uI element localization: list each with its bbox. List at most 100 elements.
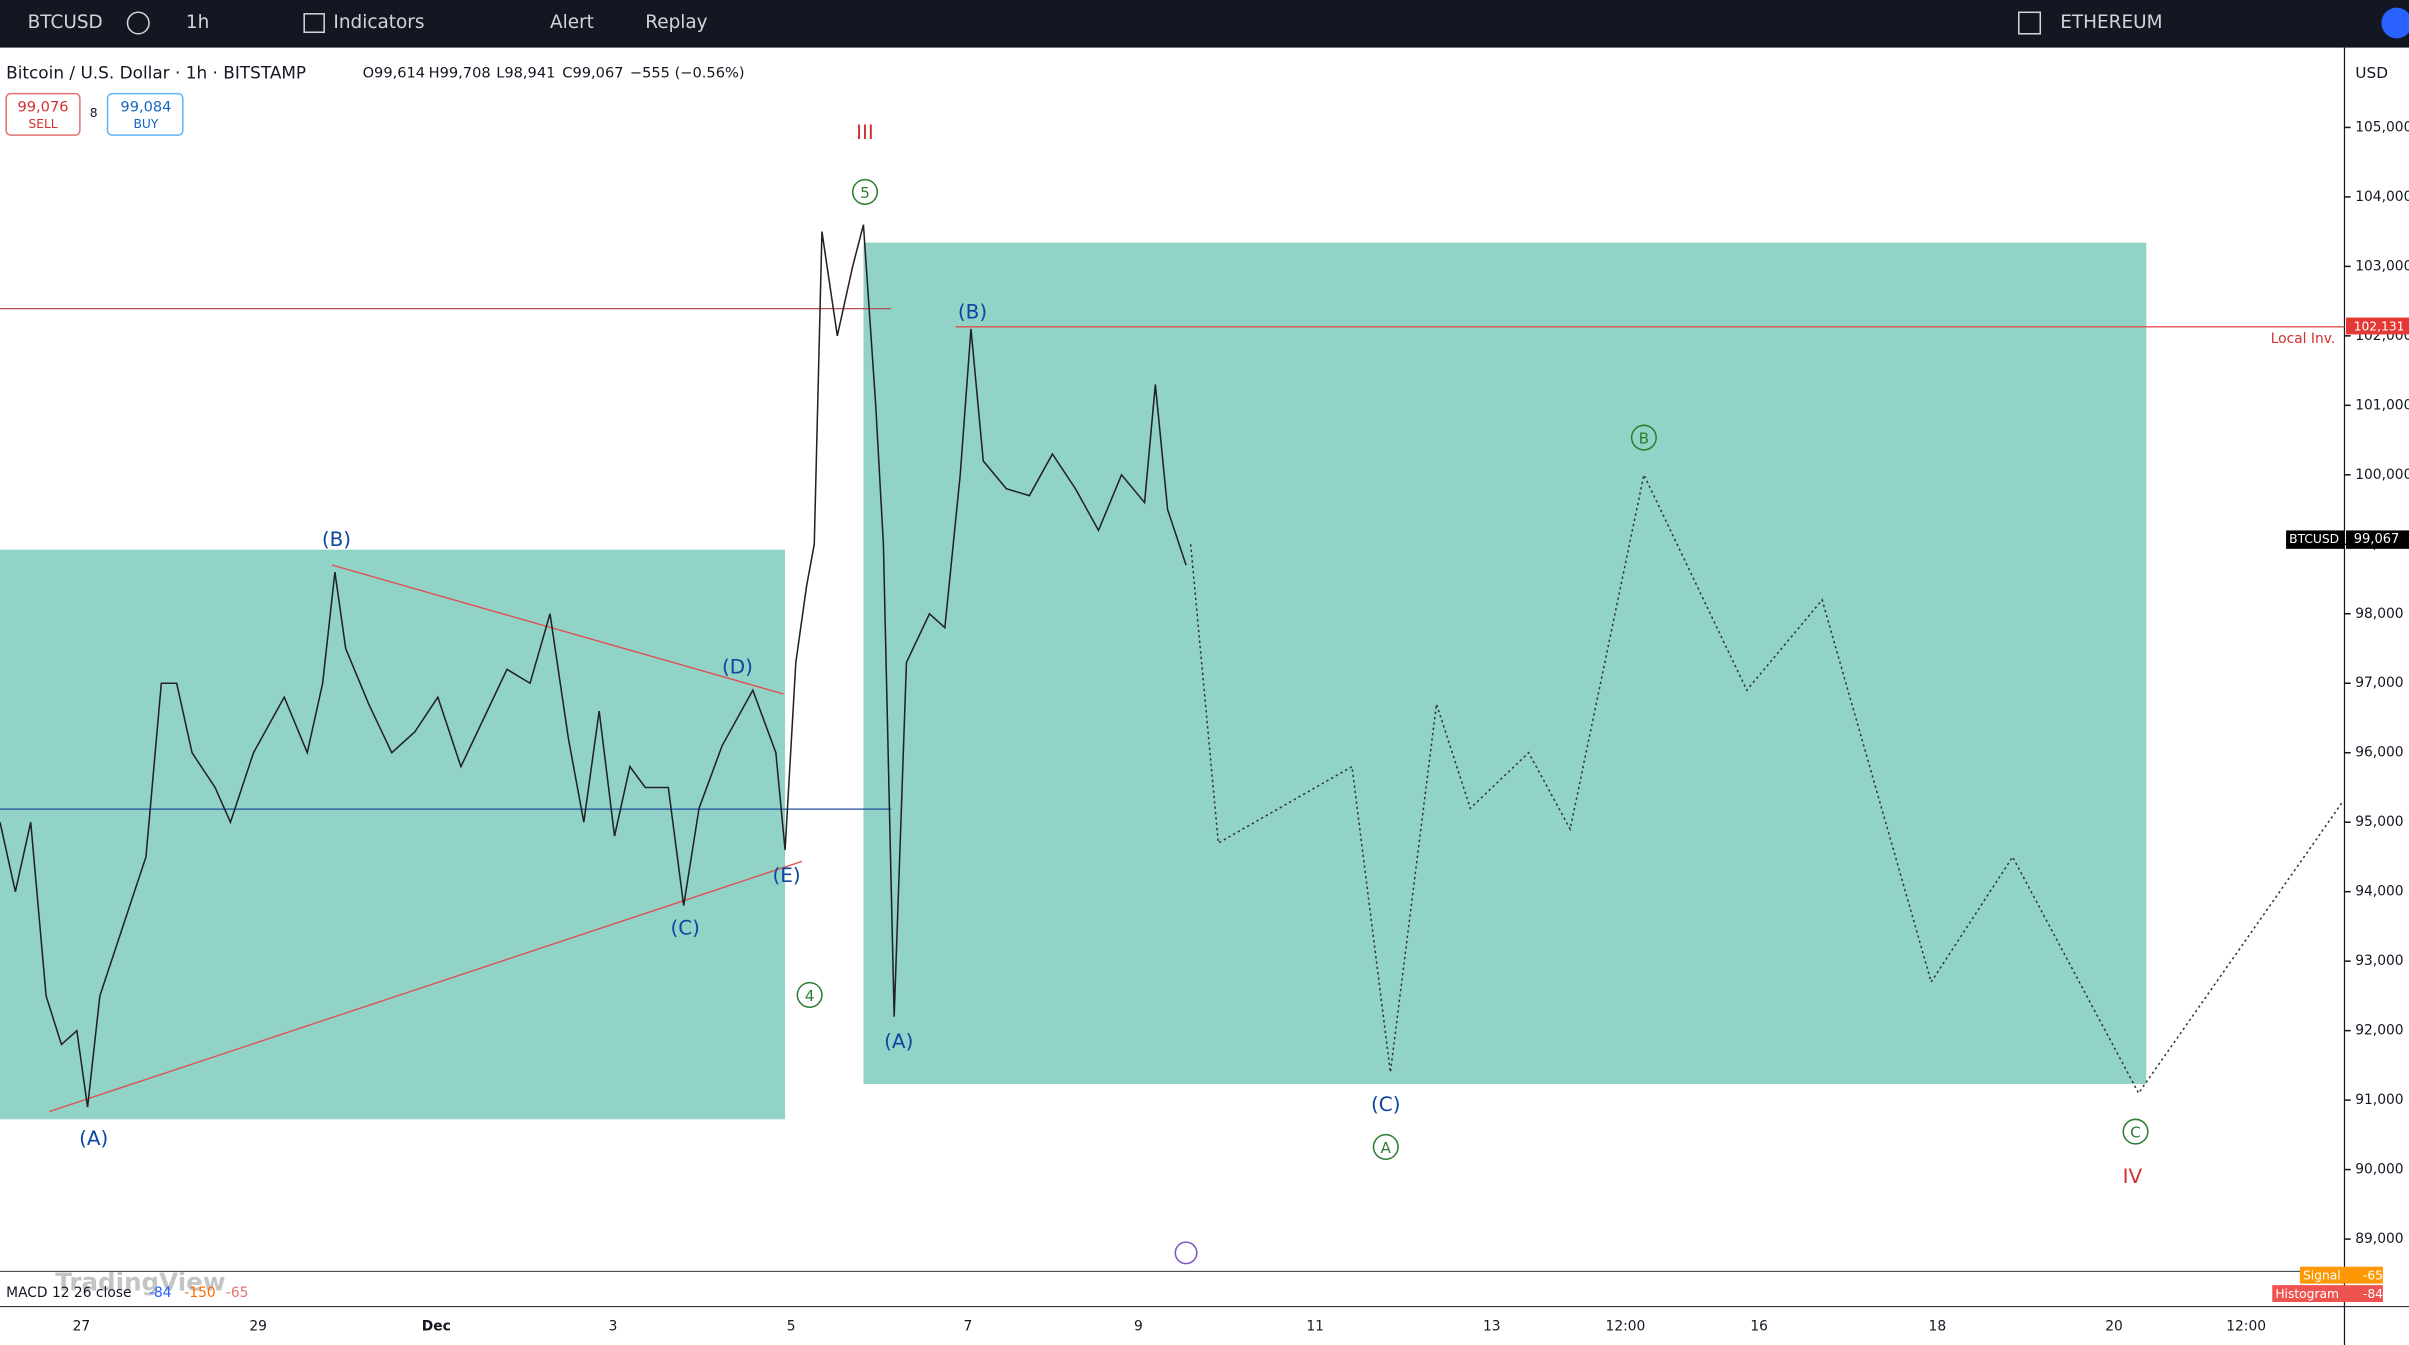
- event-marker[interactable]: [1174, 1241, 1198, 1265]
- macd-value: -150: [184, 1285, 215, 1301]
- price-tick-label: 103,000: [2355, 258, 2409, 274]
- wave-label: IV: [2123, 1164, 2143, 1188]
- interval[interactable]: 1h: [186, 12, 209, 33]
- profile[interactable]: [2381, 7, 2409, 39]
- histogram-tag: [2272, 1285, 2383, 1303]
- signal-value: -65: [2363, 1268, 2383, 1282]
- price-tick-label: 93,000: [2355, 953, 2403, 969]
- last-symbol-tag: [2286, 530, 2345, 549]
- price-tick-label: 89,000: [2355, 1231, 2403, 1247]
- histogram-value: -84: [2363, 1287, 2383, 1301]
- level-tag-label: 102,131: [2354, 319, 2405, 333]
- legend-title: Bitcoin / U.S. Dollar · 1h · BITSTAMP: [6, 63, 306, 83]
- wave-label: (A): [79, 1126, 108, 1150]
- time-tick-label: 12:00: [1606, 1319, 1646, 1335]
- last-price: 99,067: [2354, 532, 2400, 547]
- level-tag: [2346, 317, 2409, 335]
- macd-value: -84: [149, 1285, 172, 1301]
- time-tick-label: 27: [73, 1319, 91, 1335]
- time-tick-label: 20: [2105, 1319, 2123, 1335]
- symbol-search[interactable]: BTCUSD: [28, 12, 103, 33]
- wave-label: C: [2130, 1124, 2141, 1142]
- chart-area: [0, 242, 2147, 1120]
- projection-path: [1189, 472, 2344, 1095]
- zone-box: [863, 242, 2147, 1084]
- time-tick-label: 18: [1929, 1319, 1947, 1335]
- wave-label: 4: [805, 987, 815, 1005]
- wave-circle: [851, 178, 879, 205]
- add-symbol[interactable]: [126, 11, 150, 35]
- macd-label: MACD 12 26 close: [6, 1285, 131, 1301]
- price-tick-label: 98,000: [2355, 606, 2403, 622]
- price-tick-label: 96,000: [2355, 745, 2403, 761]
- zone-box: [0, 549, 786, 1120]
- currency[interactable]: USD: [2355, 64, 2388, 82]
- signal-tag: [2299, 1266, 2383, 1284]
- sell-button[interactable]: [5, 92, 81, 136]
- triangle-line: [48, 860, 803, 1113]
- wave-label: III: [856, 120, 874, 144]
- toolbar: [0, 0, 2409, 48]
- legend-close: C99,067: [562, 65, 623, 82]
- macd-value: -65: [226, 1285, 249, 1301]
- time-tick-label: 9: [1134, 1319, 1143, 1335]
- price-tick-label: 97,000: [2355, 675, 2403, 691]
- time-tick-label: Dec: [422, 1319, 451, 1335]
- price-tick-label: 104,000: [2355, 189, 2409, 205]
- time-tick-label: 29: [249, 1319, 267, 1335]
- layout-name[interactable]: ETHEREUM: [2060, 12, 2162, 33]
- price-tick-label: 105,000: [2355, 119, 2409, 135]
- local-inv-label: Local Inv.: [2271, 331, 2336, 347]
- alert[interactable]: Alert: [550, 12, 594, 33]
- price-tick-label: 91,000: [2355, 1092, 2403, 1108]
- sell-price: 99,076: [18, 98, 69, 115]
- replay[interactable]: Replay: [645, 12, 707, 33]
- buy-label: BUY: [134, 117, 159, 131]
- last-symbol: BTCUSD: [2289, 532, 2339, 546]
- wave-circle: [1630, 424, 1657, 451]
- wave-circle: [2122, 1118, 2149, 1145]
- wave-label: B: [1639, 430, 1650, 448]
- time-tick-label: 12:00: [2226, 1319, 2266, 1335]
- time-tick-label: 5: [787, 1319, 796, 1335]
- price-tick-label: 95,000: [2355, 814, 2403, 830]
- layout-icon: [2017, 11, 2042, 35]
- price-tick-label: 101,000: [2355, 397, 2409, 413]
- wave-circle: [1372, 1133, 1399, 1160]
- wave-label: (A): [884, 1029, 913, 1053]
- time-tick-label: 13: [1483, 1319, 1501, 1335]
- legend-low: L98,941: [496, 65, 555, 82]
- price-line: [0, 224, 1187, 1108]
- histogram-label: Histogram: [2275, 1287, 2339, 1301]
- wave-circle: [796, 981, 823, 1008]
- wave-label: 5: [860, 184, 870, 202]
- time-tick-label: 3: [609, 1319, 618, 1335]
- buy-price: 99,084: [120, 98, 171, 115]
- spread: 8: [90, 106, 98, 120]
- spacer: [0, 243, 2, 245]
- indicators[interactable]: Indicators: [333, 12, 424, 33]
- legend-open: O99,614: [363, 65, 426, 82]
- wave-label: (B): [958, 300, 987, 324]
- indicators-icon: [303, 13, 325, 34]
- time-tick-label: 16: [1750, 1319, 1768, 1335]
- buy-button[interactable]: [106, 92, 184, 136]
- price-tick-label: 100,000: [2355, 467, 2409, 483]
- wave-label: A: [1381, 1139, 1392, 1157]
- legend-change: −555 (−0.56%): [630, 65, 745, 82]
- wave-label: (D): [722, 654, 753, 678]
- price-tick-label: 94,000: [2355, 884, 2403, 900]
- wave-label: (E): [773, 863, 801, 887]
- legend-high: H99,708: [429, 65, 491, 82]
- logo: TradingView: [55, 1268, 225, 1297]
- time-tick-label: 11: [1306, 1319, 1324, 1335]
- last-price-tag: [2346, 530, 2409, 549]
- sell-label: SELL: [28, 117, 57, 131]
- triangle-line: [331, 564, 784, 695]
- wave-label: (B): [322, 527, 351, 551]
- signal-label: Signal: [2303, 1268, 2341, 1282]
- price-tick-label: 90,000: [2355, 1162, 2403, 1178]
- wave-label: (C): [1371, 1092, 1401, 1116]
